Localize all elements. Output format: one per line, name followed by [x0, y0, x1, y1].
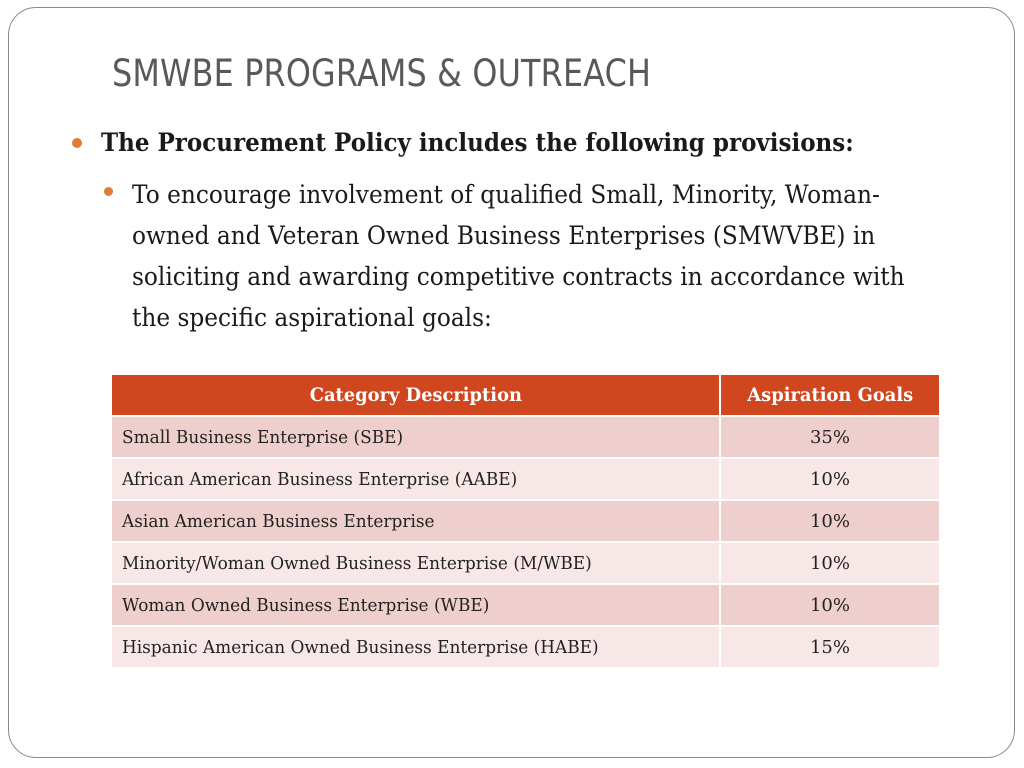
bullet-2-text: To encourage involvement of qualified Sm… [132, 174, 932, 338]
goal-cell: 10% [720, 499, 939, 542]
category-cell: African American Business Enterprise (AA… [112, 457, 721, 500]
header-aspiration-goals: Aspiration Goals [720, 375, 939, 416]
bullet-1-text: The Procurement Policy includes the foll… [101, 128, 854, 157]
table-row: Asian American Business Enterprise 10% [112, 499, 939, 542]
goal-cell: 10% [720, 457, 939, 500]
category-cell: Woman Owned Business Enterprise (WBE) [112, 583, 721, 626]
goal-cell: 10% [720, 583, 939, 626]
table-header-row: Category Description Aspiration Goals [112, 375, 939, 416]
goal-cell: 35% [720, 415, 939, 458]
table-row: African American Business Enterprise (AA… [112, 457, 939, 500]
bullet-dot-icon [72, 138, 82, 148]
category-cell: Hispanic American Owned Business Enterpr… [112, 625, 721, 667]
table-row: Hispanic American Owned Business Enterpr… [112, 625, 939, 667]
category-cell: Minority/Woman Owned Business Enterprise… [112, 541, 721, 584]
category-cell: Small Business Enterprise (SBE) [112, 415, 721, 458]
slide-title: SMWBE PROGRAMS & OUTREACH [112, 52, 652, 95]
sub-bullet-dot-icon [104, 187, 113, 196]
table-row: Small Business Enterprise (SBE) 35% [112, 415, 939, 458]
bullet-2-line: owned and Veteran Owned Business Enterpr… [132, 221, 876, 250]
aspiration-goals-table: Category Description Aspiration Goals Sm… [112, 375, 939, 667]
goal-cell: 15% [720, 625, 939, 667]
category-cell: Asian American Business Enterprise [112, 499, 721, 542]
header-category-description: Category Description [112, 375, 721, 416]
bullet-2-line: soliciting and awarding competitive cont… [132, 262, 905, 291]
table-row: Woman Owned Business Enterprise (WBE) 10… [112, 583, 939, 626]
goal-cell: 10% [720, 541, 939, 584]
bullet-2-line: To encourage involvement of qualified Sm… [132, 180, 880, 209]
table-row: Minority/Woman Owned Business Enterprise… [112, 541, 939, 584]
bullet-2-line: the specific aspirational goals: [132, 303, 492, 332]
